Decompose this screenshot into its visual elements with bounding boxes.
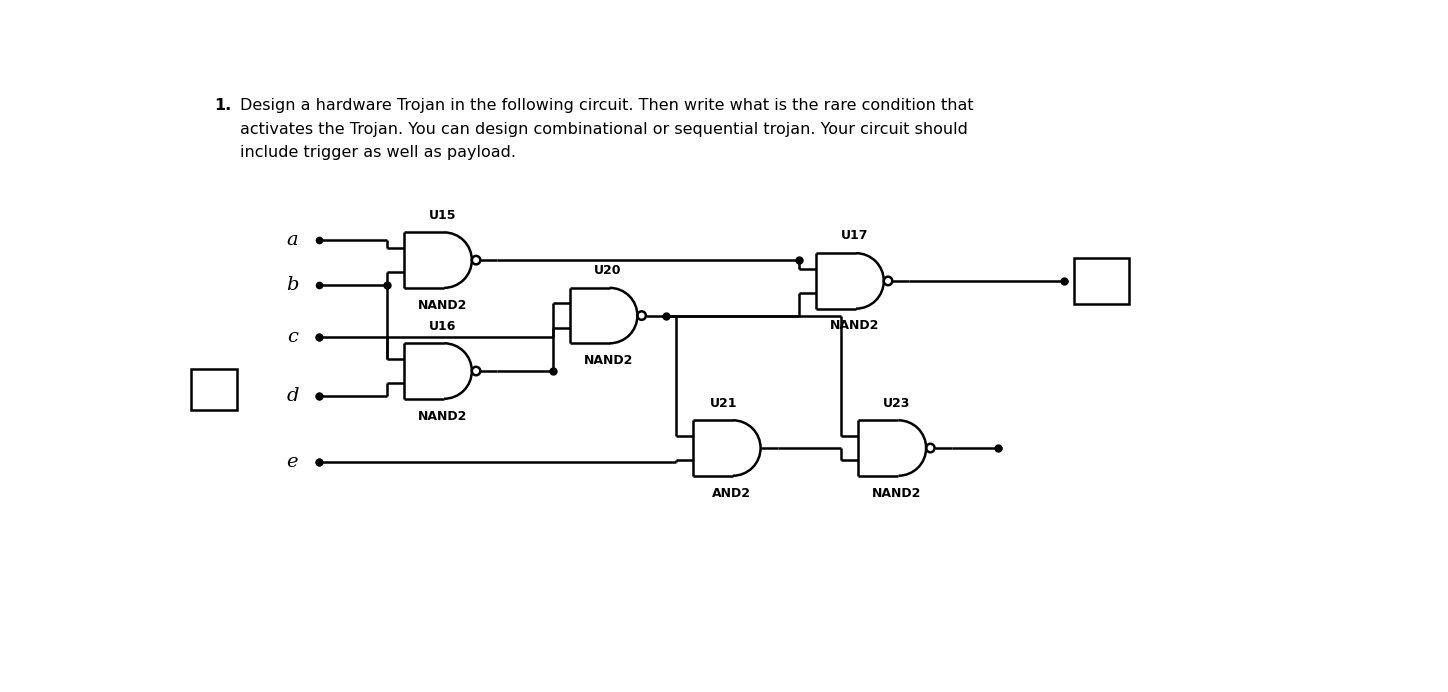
Text: U16: U16 — [429, 320, 456, 333]
Text: AND2: AND2 — [712, 486, 752, 500]
Text: e: e — [287, 453, 298, 471]
Text: d: d — [287, 388, 298, 406]
Text: U21: U21 — [710, 397, 737, 410]
Text: U20: U20 — [594, 264, 621, 277]
Text: NAND2: NAND2 — [872, 486, 921, 500]
Text: U15: U15 — [429, 209, 456, 221]
Text: NAND2: NAND2 — [418, 410, 468, 423]
Text: U23: U23 — [883, 397, 911, 410]
Text: NAND2: NAND2 — [418, 299, 468, 311]
Text: NAND2: NAND2 — [584, 354, 633, 367]
Text: activates the Trojan. You can design combinational or sequential trojan. Your ci: activates the Trojan. You can design com… — [240, 122, 967, 136]
Text: NAND2: NAND2 — [830, 320, 879, 332]
Text: c: c — [287, 328, 298, 346]
Text: 1.: 1. — [214, 98, 232, 113]
Text: a: a — [287, 231, 298, 249]
Text: b: b — [287, 276, 298, 294]
Text: Design a hardware Trojan in the following circuit. Then write what is the rare c: Design a hardware Trojan in the followin… — [240, 98, 973, 113]
Text: U17: U17 — [841, 230, 869, 242]
Bar — [1074, 258, 1129, 304]
Text: include trigger as well as payload.: include trigger as well as payload. — [240, 145, 515, 160]
Bar — [191, 370, 237, 410]
